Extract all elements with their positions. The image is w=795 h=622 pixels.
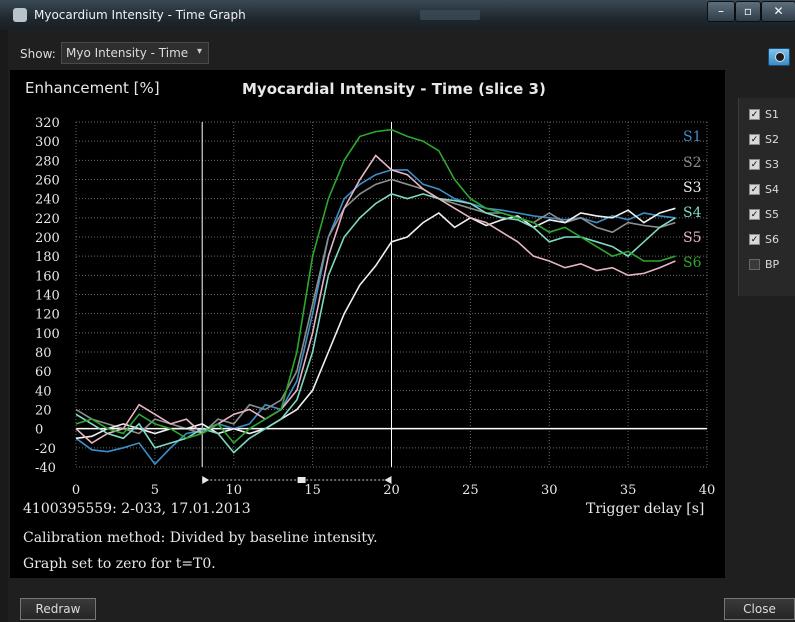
marker-mid-handle <box>297 477 306 483</box>
y-tick-label: 0 <box>35 423 43 438</box>
chart-area <box>10 70 725 578</box>
series-label-s3: S3 <box>683 180 702 196</box>
y-tick-label: 180 <box>35 250 60 265</box>
show-dropdown-value: Myo Intensity - Time <box>66 46 189 60</box>
marker-end-handle <box>384 476 392 484</box>
minimize-button[interactable]: – <box>707 1 735 22</box>
y-tick-label: 200 <box>35 231 60 246</box>
close-window-button[interactable]: ✕ <box>761 1 795 22</box>
series-line-s2 <box>75 178 676 435</box>
x-tick-label: 15 <box>304 483 321 498</box>
series-toggle-label: S4 <box>765 183 779 196</box>
y-tick-label: 140 <box>35 289 60 304</box>
chevron-down-icon: ▾ <box>196 46 202 57</box>
series-label-s4: S4 <box>683 205 702 221</box>
checkbox-icon[interactable]: ✓ <box>749 209 760 220</box>
series-line-s3 <box>75 207 676 440</box>
y-tick-label: -20 <box>35 442 56 457</box>
window-title: Myocardium Intensity - Time Graph <box>34 8 246 22</box>
series-label-s5: S5 <box>683 230 702 246</box>
show-label: Show: <box>20 47 56 61</box>
series-toggle-label: BP <box>765 258 780 271</box>
series-toggle-label: S3 <box>765 158 779 171</box>
record-info: 4100395559: 2-033, 17.01.2013 <box>23 501 251 517</box>
y-tick-label: 40 <box>35 384 52 399</box>
series-toggle-panel: ✓ S1 ✓ S2 ✓ S3 ✓ S4 ✓ S5 ✓ S6 BP <box>738 98 795 296</box>
x-tick-label: 10 <box>225 483 242 498</box>
zero-text: Graph set to zero for t=T0. <box>23 556 216 572</box>
series-toggle-label: S6 <box>765 233 779 246</box>
series-toggle-label: S2 <box>765 133 779 146</box>
calibration-text: Calibration method: Divided by baseline … <box>23 530 378 546</box>
series-line-s4 <box>75 193 676 454</box>
x-tick-label: 30 <box>541 483 558 498</box>
y-tick-label: 20 <box>35 404 52 419</box>
x-tick-label: 25 <box>462 483 479 498</box>
x-tick-label: 0 <box>72 483 80 498</box>
series-label-s6: S6 <box>683 255 702 271</box>
y-tick-label: -40 <box>35 461 56 476</box>
maximize-button[interactable]: ▫ <box>735 1 761 22</box>
window-title-suffix <box>420 10 480 20</box>
x-tick-label: 20 <box>383 483 400 498</box>
y-tick-label: 160 <box>35 269 60 284</box>
y-axis-title: Enhancement [%] <box>25 79 160 97</box>
show-dropdown[interactable]: Myo Intensity - Time ▾ <box>61 42 209 64</box>
checkbox-icon[interactable]: ✓ <box>749 109 760 120</box>
y-tick-label: 120 <box>35 308 60 323</box>
series-toggle-label: S5 <box>765 208 779 221</box>
y-tick-label: 100 <box>35 327 60 342</box>
x-tick-label: 40 <box>699 483 716 498</box>
series-line-s1 <box>75 169 676 466</box>
title-bar[interactable]: Myocardium Intensity - Time Graph – ▫ ✕ <box>0 0 795 30</box>
y-tick-label: 80 <box>35 346 52 361</box>
close-button[interactable]: Close <box>724 598 795 620</box>
y-tick-label: 60 <box>35 365 52 380</box>
redraw-button[interactable]: Redraw <box>20 598 96 620</box>
series-toggle-label: S1 <box>765 108 779 121</box>
chart-title: Myocardial Intensity - Time (slice 3) <box>242 80 546 98</box>
checkbox-icon[interactable]: ✓ <box>749 184 760 195</box>
series-line-s5 <box>75 154 676 444</box>
x-axis-title: Trigger delay [s] <box>586 501 705 517</box>
camera-icon[interactable] <box>768 48 790 66</box>
series-line-s6 <box>75 128 676 445</box>
y-tick-label: 220 <box>35 212 60 227</box>
checkbox-icon[interactable] <box>749 259 760 270</box>
checkbox-icon[interactable]: ✓ <box>749 234 760 245</box>
y-tick-label: 240 <box>35 193 60 208</box>
checkbox-icon[interactable]: ✓ <box>749 159 760 170</box>
series-label-s1: S1 <box>683 129 702 145</box>
x-tick-label: 35 <box>620 483 637 498</box>
y-tick-label: 320 <box>35 116 60 131</box>
x-tick-label: 5 <box>151 483 159 498</box>
series-label-s2: S2 <box>683 155 702 171</box>
checkbox-icon[interactable]: ✓ <box>749 134 760 145</box>
y-tick-label: 300 <box>35 135 60 150</box>
app-icon <box>13 8 27 22</box>
y-tick-label: 280 <box>35 154 60 169</box>
y-tick-label: 260 <box>35 174 60 189</box>
marker-start-handle <box>202 476 210 484</box>
